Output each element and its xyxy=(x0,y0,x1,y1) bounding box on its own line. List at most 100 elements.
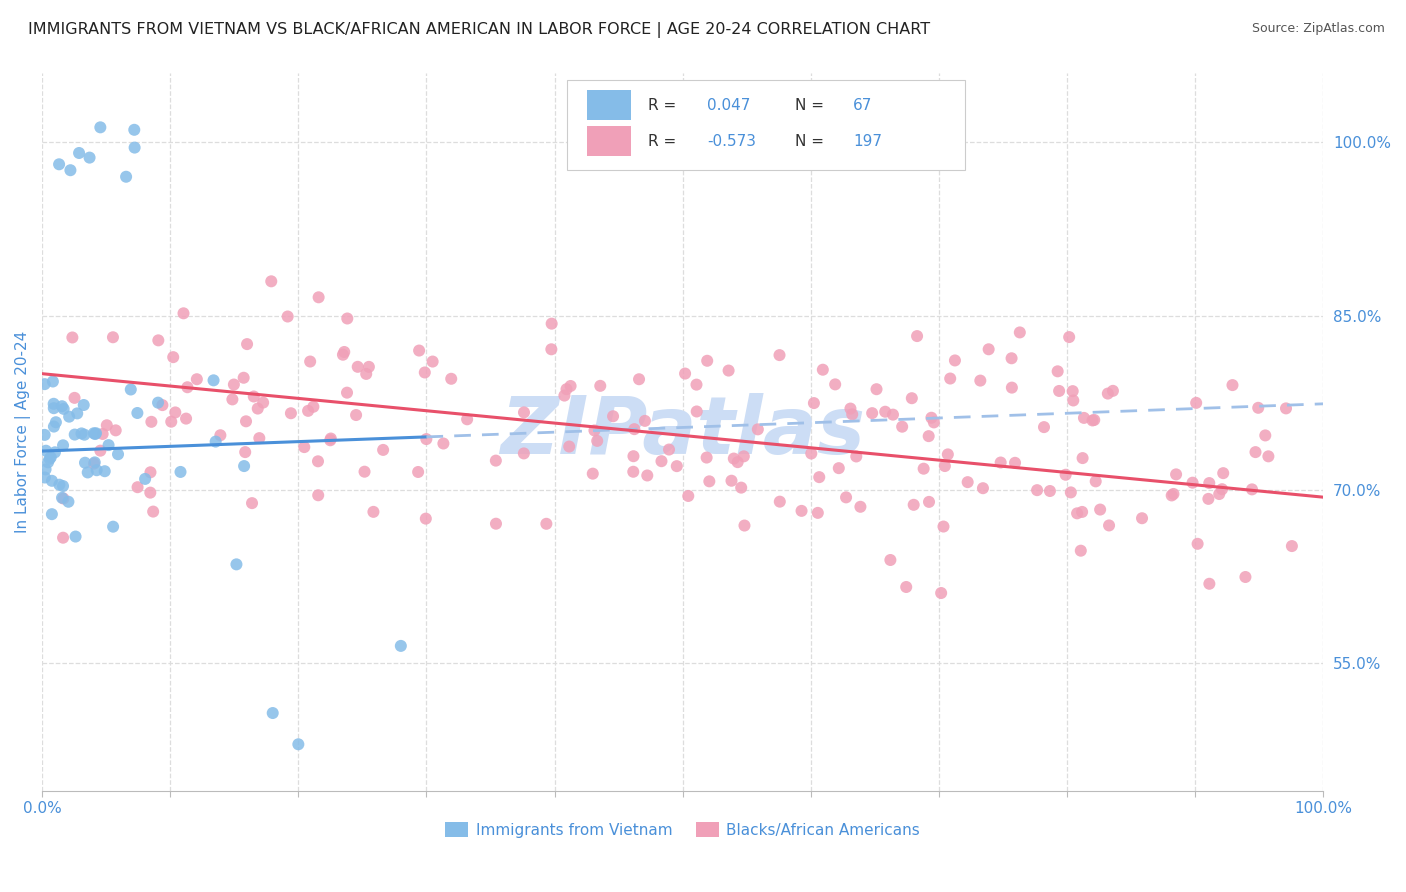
Point xyxy=(346,359,368,374)
Point xyxy=(176,380,198,394)
Point xyxy=(86,463,108,477)
Point xyxy=(73,427,96,442)
Point xyxy=(1001,381,1024,395)
Point xyxy=(440,372,463,386)
Point xyxy=(73,398,96,412)
Point xyxy=(240,496,263,510)
Point xyxy=(277,310,299,324)
Point xyxy=(235,414,257,428)
Point xyxy=(127,480,149,494)
Point xyxy=(52,479,75,493)
Point xyxy=(685,377,707,392)
Point xyxy=(485,453,508,467)
Point xyxy=(406,465,429,479)
Point xyxy=(1208,487,1230,501)
Point xyxy=(299,354,322,368)
Point xyxy=(918,495,941,509)
Point xyxy=(222,377,245,392)
Point xyxy=(115,169,138,184)
Point xyxy=(553,388,575,402)
Point xyxy=(89,443,111,458)
Point xyxy=(1257,450,1279,464)
Point xyxy=(1062,384,1084,398)
Text: Source: ZipAtlas.com: Source: ZipAtlas.com xyxy=(1251,22,1385,36)
Point xyxy=(939,371,962,385)
Point xyxy=(34,377,56,392)
Point xyxy=(920,410,942,425)
Point xyxy=(936,447,959,461)
Point xyxy=(39,450,62,465)
Point xyxy=(828,461,851,475)
Point xyxy=(1071,505,1094,519)
FancyBboxPatch shape xyxy=(586,90,631,120)
Point xyxy=(1185,396,1208,410)
Point xyxy=(717,363,740,377)
Point xyxy=(513,446,536,460)
Point xyxy=(723,451,745,466)
Point xyxy=(319,432,342,446)
Point xyxy=(332,348,354,362)
Point xyxy=(634,414,657,428)
Point xyxy=(589,379,612,393)
Point xyxy=(297,404,319,418)
Point xyxy=(1234,570,1257,584)
Point xyxy=(162,350,184,364)
Point xyxy=(280,406,302,420)
Point xyxy=(800,446,823,460)
Point xyxy=(127,406,149,420)
Point xyxy=(204,434,226,449)
Point xyxy=(73,456,96,470)
Point xyxy=(408,343,430,358)
Point xyxy=(727,455,749,469)
Point xyxy=(225,558,247,572)
Point xyxy=(84,426,107,441)
Point xyxy=(1163,487,1185,501)
Point xyxy=(1240,483,1263,497)
Point xyxy=(912,461,935,475)
Point xyxy=(1054,467,1077,482)
Point xyxy=(583,424,606,438)
Point xyxy=(879,553,901,567)
Point xyxy=(292,440,315,454)
Point xyxy=(860,406,883,420)
Point xyxy=(246,401,269,416)
Point xyxy=(1060,485,1083,500)
Point xyxy=(621,465,644,479)
Point xyxy=(415,511,437,525)
Point xyxy=(34,470,56,484)
Point xyxy=(139,465,162,479)
Point xyxy=(209,428,232,442)
Point xyxy=(1070,543,1092,558)
Point xyxy=(686,404,709,418)
Point xyxy=(48,157,70,171)
Point xyxy=(242,390,264,404)
Point xyxy=(733,450,755,464)
Point xyxy=(540,343,562,357)
Point xyxy=(160,415,183,429)
Point xyxy=(107,447,129,461)
Point xyxy=(79,151,101,165)
Point xyxy=(901,391,924,405)
Point xyxy=(808,470,831,484)
Point xyxy=(413,366,436,380)
Point xyxy=(34,462,56,476)
Point xyxy=(146,395,169,409)
Point xyxy=(1062,393,1084,408)
Point xyxy=(247,431,270,445)
Point xyxy=(922,416,945,430)
Text: ZIPatlas: ZIPatlas xyxy=(501,392,865,471)
Point xyxy=(1084,475,1107,489)
Point xyxy=(1187,537,1209,551)
Point xyxy=(44,445,66,459)
Point xyxy=(124,123,146,137)
Point xyxy=(1046,364,1069,378)
Point xyxy=(202,373,225,387)
Point xyxy=(1222,378,1244,392)
Legend: Immigrants from Vietnam, Blacks/African Americans: Immigrants from Vietnam, Blacks/African … xyxy=(440,815,927,844)
Point xyxy=(93,464,115,478)
Point xyxy=(1164,467,1187,482)
Point xyxy=(1081,413,1104,427)
Point xyxy=(905,329,928,343)
Point xyxy=(1088,502,1111,516)
Point xyxy=(41,474,63,488)
